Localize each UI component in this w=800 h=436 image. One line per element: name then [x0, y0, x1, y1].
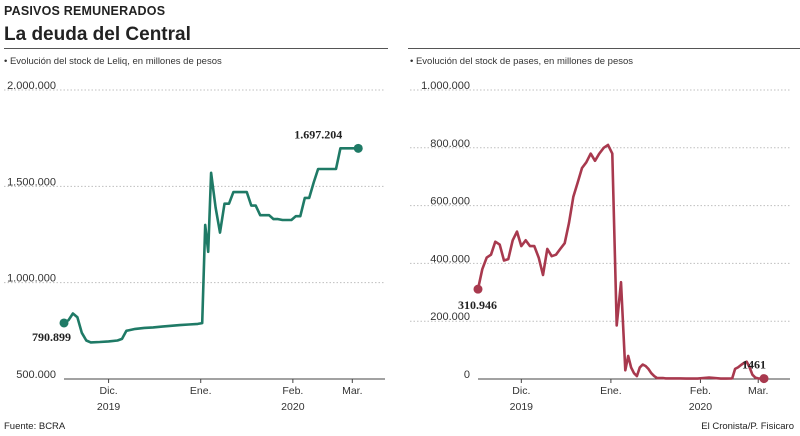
leliq-x-tick-label: Dic.	[100, 385, 118, 397]
leliq-start-point	[59, 318, 69, 328]
leliq-chart-title: • Evolución del stock de Leliq, en millo…	[4, 56, 222, 67]
pases-x-tick-label: Ene.	[600, 385, 622, 397]
kicker: PASIVOS REMUNERADOS	[4, 4, 166, 18]
credit-note: El Cronista/P. Fisicaro	[701, 421, 794, 432]
left-panel-rule	[4, 48, 388, 49]
pases-chart-title: • Evolución del stock de pases, en millo…	[410, 56, 634, 67]
pases-end-label: 1461	[742, 358, 766, 372]
pases-start-point	[473, 284, 483, 294]
pases-y-tick-label: 600.000	[430, 196, 470, 208]
pases-series-line	[476, 143, 764, 380]
page-title: La deuda del Central	[4, 24, 191, 45]
pases-x-tick-label: Feb.	[690, 385, 711, 397]
leliq-year-label: 2019	[97, 401, 121, 413]
leliq-x-tick-label: Ene.	[190, 385, 212, 397]
leliq-x-tick-label: Feb.	[282, 385, 303, 397]
leliq-y-tick-label: 2.000.000	[7, 80, 56, 92]
pases-y-tick-label: 1.000.000	[421, 80, 470, 92]
pases-y-tick-label: 400.000	[430, 253, 470, 265]
leliq-series-line	[63, 147, 359, 344]
leliq-end-point	[353, 143, 363, 153]
leliq-y-tick-label: 1.000.000	[7, 273, 56, 285]
pases-x-tick-label: Mar.	[748, 385, 768, 397]
pases-y-tick-label: 200.000	[430, 311, 470, 323]
pases-y-tick-label: 0	[464, 369, 470, 381]
pases-end-point	[759, 374, 769, 384]
leliq-year-label: 2020	[281, 401, 305, 413]
leliq-end-label: 1.697.204	[294, 127, 342, 141]
pases-start-label: 310.946	[458, 298, 497, 312]
pases-year-label: 2020	[689, 401, 713, 413]
pases-year-label: 2019	[510, 401, 534, 413]
leliq-y-tick-label: 500.000	[16, 369, 56, 381]
leliq-y-tick-label: 1.500.000	[7, 176, 56, 188]
pases-x-tick-label: Dic.	[512, 385, 530, 397]
source-note: Fuente: BCRA	[4, 421, 66, 432]
right-panel-rule	[408, 48, 800, 49]
leliq-x-tick-label: Mar.	[342, 385, 362, 397]
leliq-start-label: 790.899	[32, 330, 71, 344]
pases-y-tick-label: 800.000	[430, 138, 470, 150]
